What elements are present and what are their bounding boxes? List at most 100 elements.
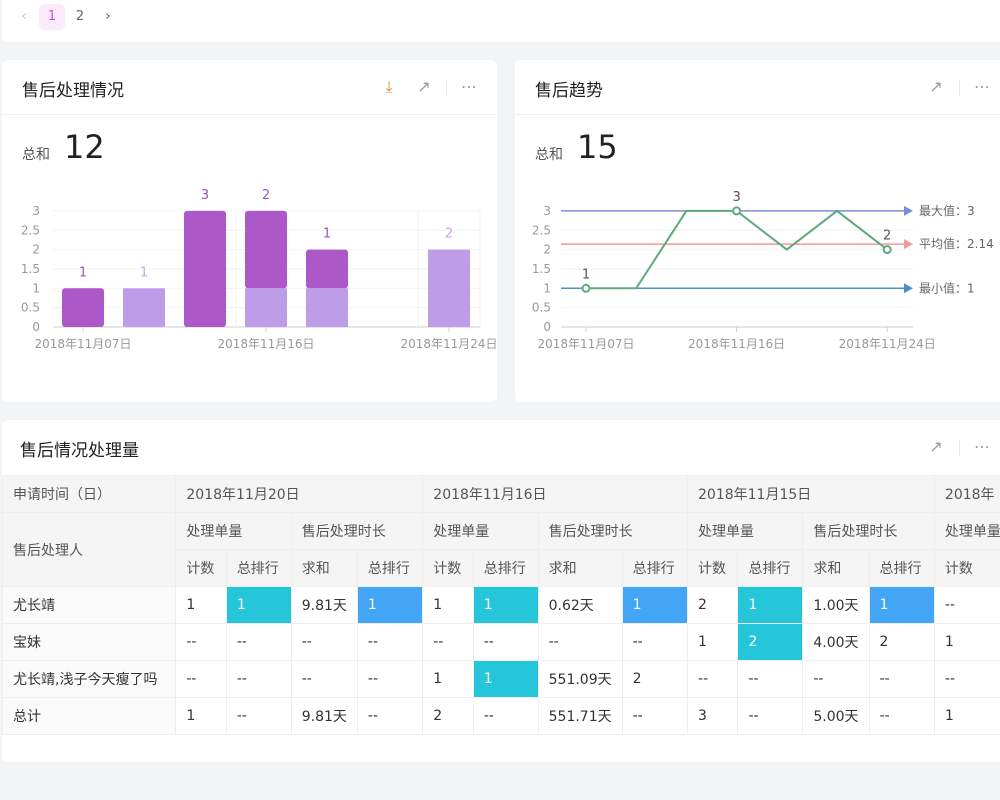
table-cell: -- [225, 660, 292, 698]
table-cell: -- [621, 697, 689, 735]
table-cell: -- [225, 697, 292, 735]
row-label: 宝妹 [2, 623, 177, 661]
table-cell: 4.00天 [802, 623, 870, 661]
table-cell: 1 [933, 697, 1000, 735]
x-tick-label: 2018年11月16日 [688, 337, 785, 351]
table-cell: 1 [868, 586, 935, 624]
point-label: 3 [732, 190, 740, 205]
group-header: 售后处理时长 [290, 512, 424, 550]
table-cell: 9.81天 [290, 586, 358, 624]
table-cell: -- [175, 623, 227, 661]
table-cell: 0.62天 [537, 586, 623, 624]
external-link-icon[interactable]: ↗ [929, 77, 943, 96]
y-tick-label: 2 [32, 243, 40, 257]
table-cell: 1 [175, 586, 227, 624]
date-header: 2018年 [933, 475, 1000, 513]
chevron-right-icon[interactable]: › [105, 9, 111, 24]
date-header: 2018年11月20日 [175, 475, 424, 513]
table-row: 宝妹 -- -- -- -- -- -- -- -- 1 2 4.00天 2 1 [2, 623, 1000, 661]
header-row-dates: 申请时间（日） 2018年11月20日 2018年11月16日 2018年11月15日… [2, 475, 1000, 513]
table-cell: 3 [687, 697, 739, 735]
bar-data-label: 3 [201, 188, 209, 203]
metric-header: 总排行 [472, 549, 539, 587]
table-cell: 2 [687, 586, 739, 624]
y-tick-label: 0 [543, 320, 551, 334]
more-icon[interactable]: ⋯ [461, 77, 477, 96]
table-cell: 1.00天 [802, 586, 870, 624]
bar-data-label: 1 [79, 265, 87, 280]
metric-header: 总排行 [225, 549, 292, 587]
metric-header: 计数 [933, 549, 1000, 587]
metric-header: 总排行 [621, 549, 689, 587]
table-row: 尤长靖 1 1 9.81天 1 1 1 0.62天 1 2 1 1.00天 1 -- [2, 586, 1000, 624]
pagination: ‹ 1 2 › [2, 0, 1000, 42]
x-tick-label: 2018年11月07日 [34, 337, 131, 351]
metric-header: 计数 [175, 549, 227, 587]
table-cell: 1 [621, 586, 689, 624]
table-cell: 1 [422, 586, 474, 624]
card-title: 售后情况处理量 [20, 441, 139, 461]
bar [306, 249, 348, 289]
table-cell: -- [868, 697, 935, 735]
x-tick-label: 2018年11月16日 [217, 337, 314, 351]
metric-header: 计数 [422, 549, 474, 587]
card-header [515, 60, 1000, 115]
bar [245, 288, 287, 327]
header-row-groups: 售后处理人 处理单量 售后处理时长 处理单量 售后处理时长 处理单量 售后处理时长 处理单量 [2, 512, 1000, 587]
divider [446, 80, 447, 96]
date-header: 2018年11月16日 [422, 475, 689, 513]
metric-header: 总排行 [868, 549, 935, 587]
card-title: 售后处理情况 [22, 81, 124, 101]
table-row: 总计 1 -- 9.81天 -- 2 -- 551.71天 -- 3 -- 5.00天 -- 1 [2, 697, 1000, 735]
corner-label: 申请时间（日） [2, 475, 177, 513]
metric-header: 计数 [687, 549, 739, 587]
y-tick-label: 3 [543, 204, 551, 218]
card-after-sales-volume: 售后情况处理量 ↗ ⋯ 申请时间（日） 2018年11月20日 2018年11月16… [2, 420, 1000, 762]
page-1[interactable]: 1 [39, 4, 65, 30]
bar-data-label: 2 [445, 227, 453, 242]
data-point [732, 206, 742, 216]
download-icon[interactable]: ⤓ [385, 77, 393, 96]
more-icon[interactable]: ⋯ [974, 77, 990, 96]
table-cell: 1 [175, 697, 227, 735]
external-link-icon[interactable]: ↗ [417, 77, 431, 96]
header-row-metrics: 计数 总排行 求和 总排行 计数 总排行 求和 总排行 计数 总排行 求和 总排行 计数 [3, 549, 1000, 587]
metric-header: 求和 [290, 549, 358, 587]
divider [959, 440, 960, 456]
y-tick-label: 0.5 [21, 301, 40, 315]
table-cell: -- [933, 660, 1000, 698]
row-label: 尤长靖,浅子今天瘦了吗 [2, 660, 177, 698]
table-cell: -- [225, 623, 292, 661]
group-header: 售后处理时长 [802, 512, 935, 550]
sum-label: 总和 [22, 147, 50, 163]
table-cell: 1 [472, 660, 539, 698]
group-header: 处理单量 [422, 512, 539, 550]
chevron-left-icon[interactable]: ‹ [21, 9, 27, 24]
mark-line-label: 平均值：2.14 [919, 236, 994, 251]
table-cell: 1 [933, 623, 1000, 661]
table-cell: 551.71天 [537, 697, 623, 735]
table-cell: -- [472, 623, 539, 661]
card-header [2, 60, 497, 115]
page-2[interactable]: 2 [75, 9, 85, 24]
group-header: 处理单量 [687, 512, 804, 550]
bar [62, 288, 104, 327]
y-tick-label: 1.5 [21, 262, 40, 276]
table-cell: 1 [737, 586, 804, 624]
more-icon[interactable]: ⋯ [974, 437, 990, 456]
table-cell: -- [290, 623, 358, 661]
sum-value: 15 [577, 128, 618, 166]
row-dimension-label: 售后处理人 [2, 512, 177, 587]
group-header: 售后处理时长 [537, 512, 689, 550]
card-title: 售后趋势 [535, 81, 603, 101]
card-after-sales-trend: 售后趋势 ↗ ⋯ 总和 15 [515, 60, 1000, 402]
table-cell: -- [737, 697, 804, 735]
table-cell: 1 [356, 586, 424, 624]
divider [959, 80, 960, 96]
pivot-table: 申请时间（日） 2018年11月20日 2018年11月16日 2018年11月15日… [2, 475, 1000, 735]
row-label: 尤长靖 [2, 586, 177, 624]
bar [306, 288, 348, 327]
sum-label: 总和 [535, 147, 563, 163]
table-cell: -- [175, 660, 227, 698]
external-link-icon[interactable]: ↗ [929, 437, 943, 456]
